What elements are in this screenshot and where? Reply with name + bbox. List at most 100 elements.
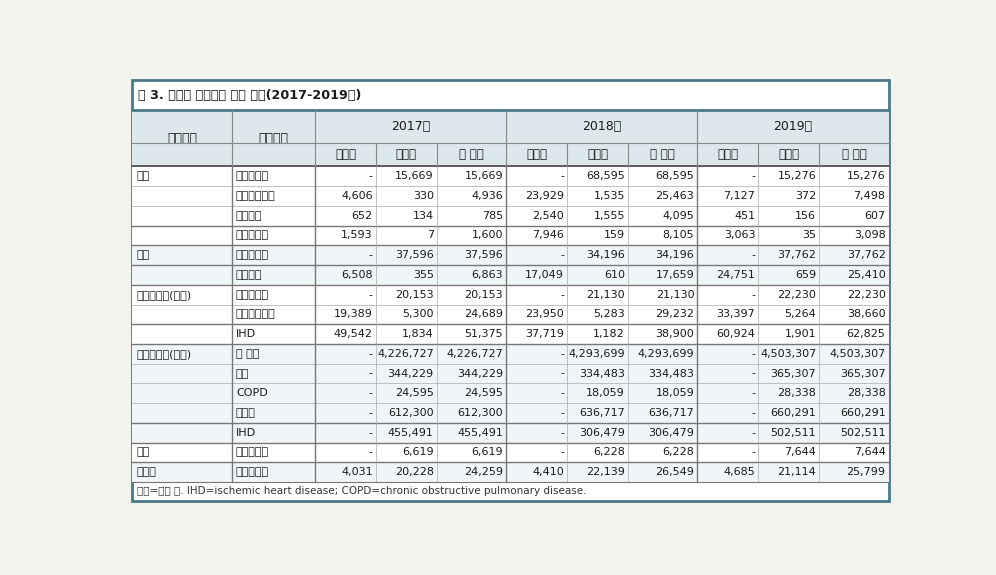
Text: 비사고사망: 비사고사망 [236, 447, 269, 458]
Text: 비사고사망: 비사고사망 [236, 290, 269, 300]
Text: 23,929: 23,929 [525, 191, 564, 201]
Text: 612,300: 612,300 [457, 408, 503, 418]
Text: 37,596: 37,596 [395, 250, 433, 260]
Text: 폭염: 폭염 [136, 171, 150, 181]
Text: 4,685: 4,685 [723, 467, 755, 477]
Bar [132, 443, 888, 462]
Text: 4,226,727: 4,226,727 [446, 349, 503, 359]
Bar [132, 364, 888, 384]
Bar [132, 462, 888, 482]
Text: 5,264: 5,264 [785, 309, 816, 319]
Text: 62,825: 62,825 [847, 329, 885, 339]
Text: 폐암: 폐암 [236, 369, 249, 378]
Bar [132, 344, 888, 364]
Text: 뇌졸중: 뇌졸중 [236, 408, 256, 418]
Text: 4,936: 4,936 [471, 191, 503, 201]
Text: 37,762: 37,762 [847, 250, 885, 260]
Text: COPD: COPD [236, 388, 268, 398]
Bar [132, 324, 888, 344]
Text: 330: 330 [412, 191, 433, 201]
Text: 156: 156 [795, 210, 816, 221]
Text: 355: 355 [412, 270, 433, 280]
Text: -: - [751, 250, 755, 260]
Text: 15,276: 15,276 [847, 171, 885, 181]
Text: 2017년: 2017년 [391, 120, 430, 133]
Text: 3,063: 3,063 [724, 231, 755, 240]
Text: 비사고사망: 비사고사망 [236, 171, 269, 181]
Text: 455,491: 455,491 [387, 428, 433, 438]
Text: 간접비: 간접비 [587, 148, 609, 162]
Text: 15,276: 15,276 [778, 171, 816, 181]
Text: 2018년: 2018년 [583, 120, 622, 133]
Text: 총 비용: 총 비용 [650, 148, 675, 162]
Text: -: - [751, 388, 755, 398]
Text: 1,593: 1,593 [342, 231, 373, 240]
Text: 607: 607 [865, 210, 885, 221]
Text: 636,717: 636,717 [580, 408, 624, 418]
Text: 직접비: 직접비 [717, 148, 738, 162]
Text: IHD: IHD [236, 428, 256, 438]
Text: 365,307: 365,307 [840, 369, 885, 378]
Text: 19,389: 19,389 [334, 309, 373, 319]
Text: 4,410: 4,410 [532, 467, 564, 477]
Bar [132, 403, 888, 423]
Text: 612,300: 612,300 [388, 408, 433, 418]
Text: 건강영향: 건강영향 [259, 132, 289, 145]
Text: 610: 610 [604, 270, 624, 280]
Text: 134: 134 [412, 210, 433, 221]
Text: -: - [560, 428, 564, 438]
Text: 26,549: 26,549 [655, 467, 694, 477]
Text: -: - [560, 171, 564, 181]
Text: 4,606: 4,606 [342, 191, 373, 201]
Text: 8,105: 8,105 [662, 231, 694, 240]
Text: 기후요인: 기후요인 [167, 132, 197, 145]
Text: 25,410: 25,410 [847, 270, 885, 280]
Text: 1,901: 1,901 [785, 329, 816, 339]
Text: 표 3. 경제적 질병부담 산출 결과(2017-2019년): 표 3. 경제적 질병부담 산출 결과(2017-2019년) [138, 89, 362, 102]
Text: 34,196: 34,196 [587, 250, 624, 260]
Text: 7: 7 [426, 231, 433, 240]
Text: 온열질환: 온열질환 [236, 210, 262, 221]
Text: -: - [560, 447, 564, 458]
Text: 4,226,727: 4,226,727 [377, 349, 433, 359]
Bar [132, 206, 888, 225]
Text: -: - [560, 388, 564, 398]
Text: 37,719: 37,719 [525, 329, 564, 339]
Text: -: - [369, 428, 373, 438]
Text: 7,644: 7,644 [784, 447, 816, 458]
Text: 4,031: 4,031 [342, 467, 373, 477]
Text: 334,483: 334,483 [579, 369, 624, 378]
Text: 451: 451 [734, 210, 755, 221]
Text: -: - [751, 290, 755, 300]
Text: 총 비용: 총 비용 [842, 148, 867, 162]
Text: 7,127: 7,127 [723, 191, 755, 201]
Text: 38,900: 38,900 [655, 329, 694, 339]
Text: 6,228: 6,228 [593, 447, 624, 458]
Text: 372: 372 [795, 191, 816, 201]
Text: -: - [369, 250, 373, 260]
Text: -: - [751, 171, 755, 181]
Bar [132, 166, 888, 186]
Text: 660,291: 660,291 [840, 408, 885, 418]
Text: 급성신부전: 급성신부전 [236, 231, 269, 240]
Text: 334,483: 334,483 [648, 369, 694, 378]
Text: 4,503,307: 4,503,307 [760, 349, 816, 359]
Text: 6,508: 6,508 [342, 270, 373, 280]
Text: 총 비용: 총 비용 [459, 148, 484, 162]
Text: 306,479: 306,479 [579, 428, 624, 438]
Text: 6,228: 6,228 [662, 447, 694, 458]
Text: 20,153: 20,153 [395, 290, 433, 300]
Bar [132, 285, 888, 305]
Text: -: - [369, 369, 373, 378]
Text: -: - [560, 290, 564, 300]
Text: IHD: IHD [236, 329, 256, 339]
Text: 49,542: 49,542 [334, 329, 373, 339]
Text: 159: 159 [604, 231, 624, 240]
Bar [132, 186, 888, 206]
Text: -: - [751, 349, 755, 359]
Bar [132, 305, 888, 324]
Text: 심뇌혈관질환: 심뇌혈관질환 [236, 309, 276, 319]
Text: 28,338: 28,338 [847, 388, 885, 398]
Text: 21,114: 21,114 [778, 467, 816, 477]
Bar [132, 246, 888, 265]
